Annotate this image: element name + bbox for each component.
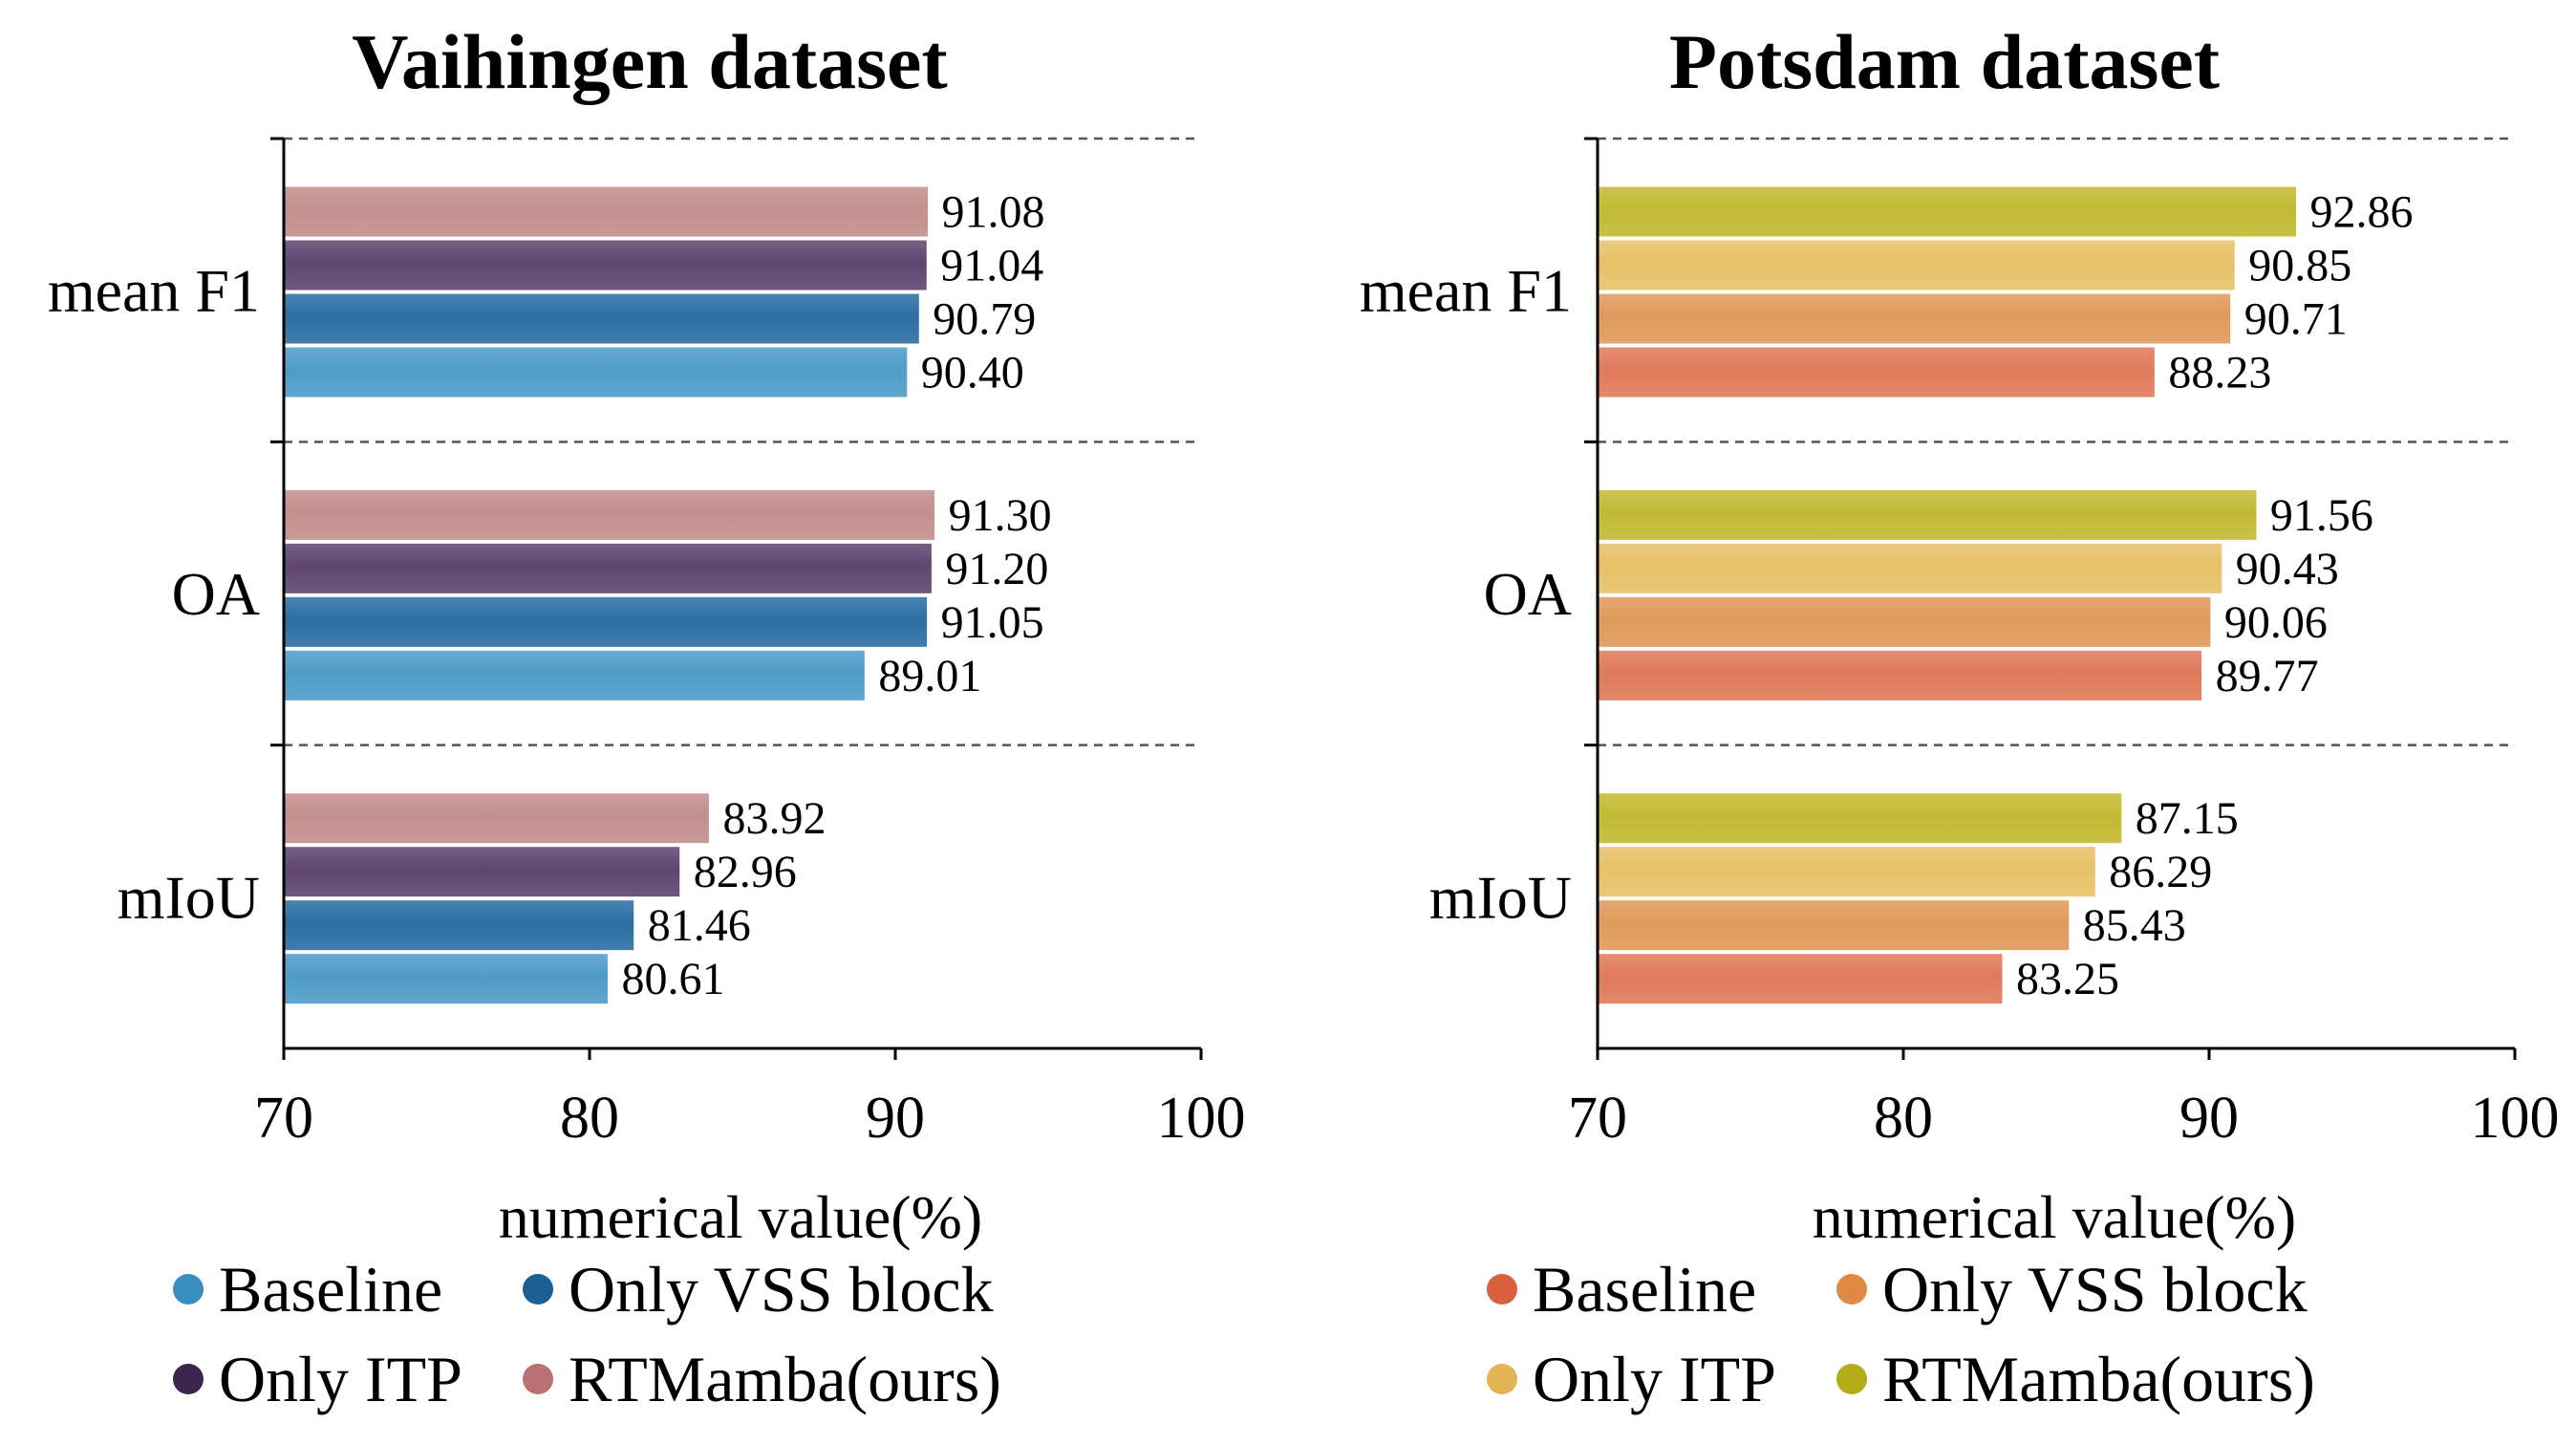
data-label: 83.92 [722, 793, 826, 844]
data-label: 88.23 [2168, 348, 2271, 399]
data-label: 83.25 [2016, 954, 2119, 1004]
data-label: 80.61 [622, 954, 725, 1004]
bar-baseline [283, 346, 909, 399]
chart-title: Vaihingen dataset [352, 18, 948, 105]
legend-marker [1836, 1274, 1867, 1305]
category-label: mean F1 [1360, 257, 1572, 325]
x-tick-label: 90 [866, 1086, 925, 1151]
legend-label: Only VSS block [569, 1253, 994, 1326]
legend-marker [1487, 1364, 1517, 1394]
legend-label: Baseline [1533, 1253, 1756, 1326]
data-label: 87.15 [2136, 793, 2239, 844]
category-label: mean F1 [48, 257, 260, 325]
data-label: 91.04 [940, 241, 1043, 291]
legend-marker [523, 1364, 553, 1394]
bar-baseline [1597, 649, 2203, 701]
data-label: 90.06 [2224, 597, 2328, 648]
x-axis-label: numerical value(%) [1813, 1183, 2296, 1251]
bar-only-vss-block [1597, 899, 2071, 952]
x-tick-label: 80 [560, 1086, 619, 1151]
bar-rtmamba-ours [1597, 185, 2298, 238]
legend-marker [173, 1364, 204, 1394]
data-label: 92.86 [2310, 187, 2414, 238]
data-label: 85.43 [2083, 900, 2186, 951]
legend-marker [173, 1274, 204, 1305]
category-label: OA [1484, 560, 1572, 628]
legend-label: RTMamba(ours) [569, 1343, 1001, 1415]
bar-baseline [1597, 953, 2004, 1005]
data-label: 90.71 [2244, 294, 2348, 345]
bar-only-vss-block [283, 899, 635, 952]
data-label: 81.46 [648, 900, 751, 951]
bar-only-itp [283, 542, 933, 594]
data-label: 82.96 [694, 847, 797, 897]
data-label: 89.01 [878, 651, 981, 701]
x-tick-label: 80 [1874, 1086, 1933, 1151]
category-label: mIoU [118, 863, 260, 931]
legend-marker [1487, 1274, 1517, 1305]
data-label: 86.29 [2109, 847, 2212, 897]
x-tick-label: 90 [2179, 1086, 2239, 1151]
bar-baseline [283, 953, 610, 1005]
bar-only-vss-block [1597, 595, 2212, 648]
x-tick-label: 70 [254, 1086, 313, 1151]
bar-rtmamba-ours [283, 488, 936, 541]
legend-label: Only ITP [1533, 1343, 1776, 1415]
data-label: 91.56 [2270, 490, 2373, 541]
x-tick-label: 100 [2471, 1086, 2560, 1151]
bar-rtmamba-ours [1597, 792, 2123, 845]
legend-marker [523, 1274, 553, 1305]
bar-rtmamba-ours [283, 792, 710, 845]
legend-label: Only ITP [219, 1343, 462, 1415]
chart-title: Potsdam dataset [1669, 18, 2220, 105]
data-label: 90.43 [2236, 544, 2339, 594]
data-label: 91.30 [949, 490, 1052, 541]
legend-marker [1836, 1364, 1867, 1394]
bar-only-itp [1597, 846, 2096, 898]
bar-only-itp [1597, 542, 2223, 594]
bar-only-itp [283, 239, 928, 291]
bar-rtmamba-ours [283, 185, 930, 238]
bar-baseline [1597, 346, 2156, 399]
data-label: 89.77 [2216, 651, 2319, 701]
x-tick-label: 70 [1568, 1086, 1627, 1151]
bar-baseline [283, 649, 866, 701]
data-label: 91.08 [942, 187, 1045, 238]
x-tick-label: 100 [1157, 1086, 1246, 1151]
legend-label: Baseline [219, 1253, 442, 1326]
legend-label: Only VSS block [1882, 1253, 2308, 1326]
bar-rtmamba-ours [1597, 488, 2258, 541]
category-label: mIoU [1429, 863, 1572, 931]
category-label: OA [172, 560, 260, 628]
bar-only-itp [1597, 239, 2236, 291]
data-label: 91.05 [941, 597, 1044, 648]
bar-only-vss-block [283, 595, 929, 648]
legend-label: RTMamba(ours) [1882, 1343, 2315, 1415]
bar-only-itp [283, 846, 681, 898]
data-label: 90.85 [2248, 241, 2351, 291]
x-axis-label: numerical value(%) [499, 1183, 982, 1251]
bar-only-vss-block [1597, 292, 2232, 345]
data-label: 90.79 [933, 294, 1036, 345]
data-label: 90.40 [921, 348, 1024, 399]
data-label: 91.20 [945, 544, 1048, 594]
bar-only-vss-block [283, 292, 920, 345]
